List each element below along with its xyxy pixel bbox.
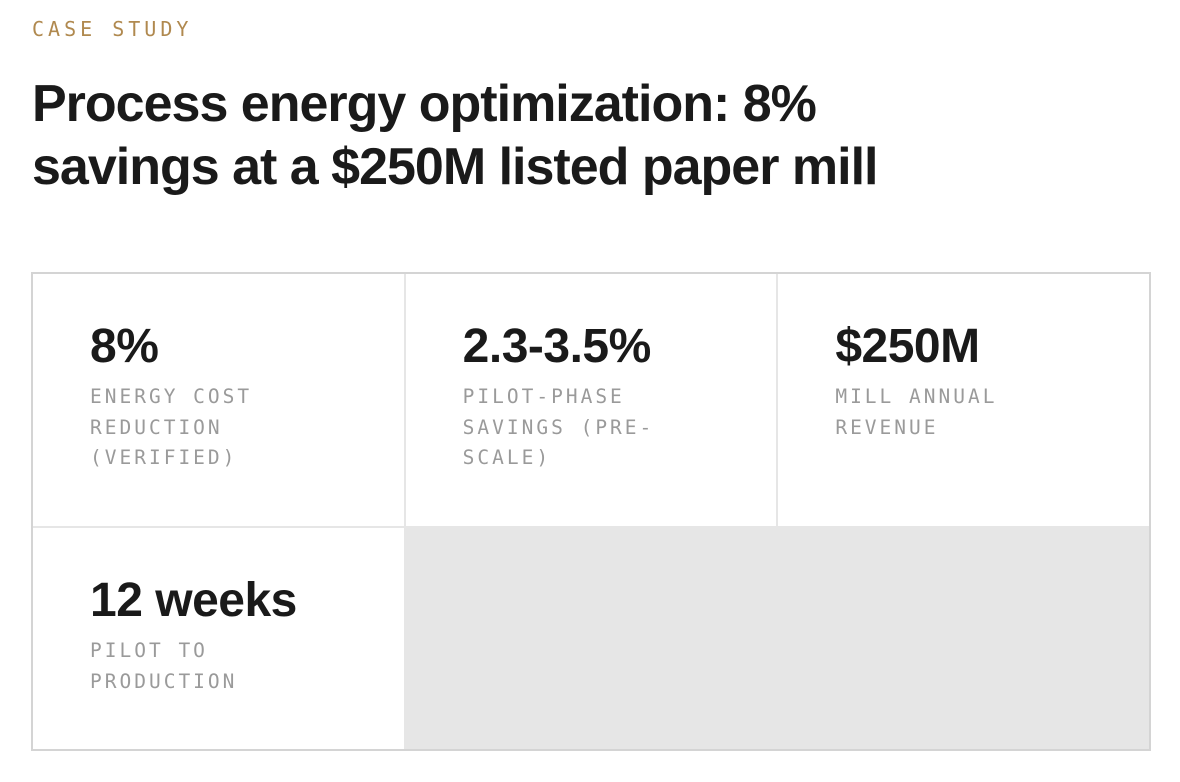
stat-label: PILOT-PHASE SAVINGS (PRE-SCALE) [462,385,655,469]
stat-label: MILL ANNUAL REVENUE [835,385,998,439]
stat-label: ENERGY COST REDUCTION (VERIFIED) [90,385,253,469]
stat-value: 8% [90,320,159,373]
stat-value: 12 weeks [90,574,297,627]
stat-card: 2.3-3.5% PILOT-PHASE SAVINGS (PRE-SCALE) [405,274,777,526]
stat-value: $250M [835,320,980,373]
stats-grid: 8% ENERGY COST REDUCTION (VERIFIED) 2.3-3.… [31,272,1151,751]
eyebrow: CASE STUDY [32,17,193,41]
stat-card: $250M MILL ANNUAL REVENUE [778,274,1149,526]
stat-label: PILOT TO PRODUCTION [90,639,238,693]
stat-value: 2.3-3.5% [462,320,652,373]
stat-card: 8% ENERGY COST REDUCTION (VERIFIED) [33,274,404,526]
title: Process energy optimization: 8% savings … [32,75,879,196]
stat-card: 12 weeks PILOT TO PRODUCTION [33,528,404,749]
